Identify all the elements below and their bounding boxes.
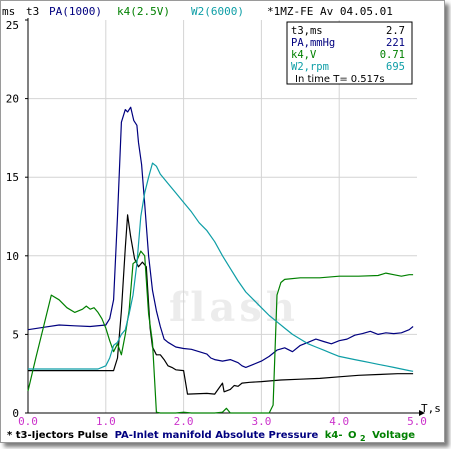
tick-labels: 0 5 10 15 20 25 0.0 1.0 2.0 3.0 4.0 5.0 (6, 19, 427, 428)
footer-t3: t3-Ijectors Pulse (16, 430, 109, 441)
info-k4-label: k4,V (291, 49, 317, 61)
series-line-t3 (28, 214, 414, 395)
chart-svg: ms t3 PA(1000) k4(2.5V) W2(6000) *1MZ-FE… (2, 5, 441, 442)
chart-window: ms t3 PA(1000) k4(2.5V) W2(6000) *1MZ-FE… (0, 0, 445, 443)
x-tick-label: 0.0 (18, 415, 38, 428)
footer-k4-prefix: k4- (325, 430, 343, 441)
x-tick-label: 2.0 (174, 415, 194, 428)
x-tick-label: 5.0 (407, 415, 427, 428)
footer-star: * (7, 430, 13, 441)
series-group (27, 106, 414, 414)
info-t3-label: t3,ms (291, 25, 323, 37)
chart-title: *1MZ-FE Av 04.05.01 (267, 5, 393, 18)
info-w2-label: W2,rpm (291, 61, 329, 73)
footer-pa: PA-Inlet manifold Absolute Pressure (115, 430, 319, 441)
series-line-pa (27, 106, 414, 368)
series-line-w2 (28, 162, 414, 372)
info-t3-value: 2.7 (386, 25, 405, 37)
info-time-value: 0.517s (351, 74, 385, 85)
legend-pa: PA(1000) (49, 5, 102, 18)
y-tick-label: 10 (6, 250, 19, 263)
info-time: In time T= 0.517s (295, 74, 385, 85)
x-tick-label: 3.0 (251, 415, 271, 428)
x-axis-label: T,s (421, 402, 441, 415)
y-tick-label: 5 (12, 328, 19, 341)
x-axis-arrow (419, 410, 425, 416)
footer-caption: * t3-Ijectors Pulse PA-Inlet manifold Ab… (7, 430, 415, 442)
info-w2-value: 695 (386, 61, 405, 73)
footer-k4-sub: 2 (360, 434, 366, 442)
footer-k4-sym: O (348, 430, 357, 441)
info-k4-value: 0.71 (380, 49, 405, 61)
x-tick-label: 4.0 (329, 415, 349, 428)
y-tick-label: 15 (6, 171, 19, 184)
y-tick-label: 25 (6, 19, 19, 32)
y-unit-label: ms (2, 5, 15, 18)
legend-t3: t3 (26, 5, 39, 18)
legend-k4: k4(2.5V) (117, 5, 170, 18)
info-pa-label: PA,mmHg (291, 37, 335, 49)
info-box-frame (286, 21, 413, 85)
x-tick-label: 1.0 (96, 415, 116, 428)
legend-w2: W2(6000) (191, 5, 244, 18)
footer-k4-suffix: Voltage (372, 430, 415, 441)
watermark: flash (169, 284, 299, 331)
info-time-label: In time T= (295, 74, 348, 85)
info-pa-value: 221 (386, 37, 405, 49)
y-tick-label: 0 (12, 407, 19, 420)
y-tick-label: 20 (6, 93, 19, 106)
axes (27, 18, 425, 416)
info-box: t3,ms 2.7 PA,mmHg 221 k4,V 0.71 W2,rpm 6… (286, 21, 413, 85)
series-line-k4 (27, 250, 414, 414)
